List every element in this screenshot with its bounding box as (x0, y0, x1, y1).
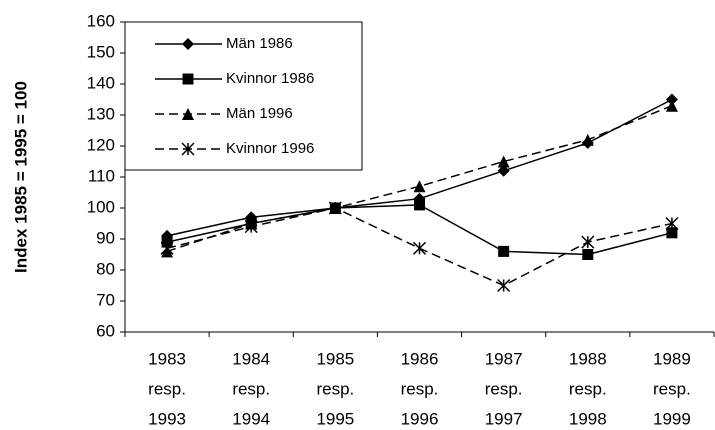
marker (666, 227, 678, 239)
marker (498, 245, 510, 257)
y-axis-label: Index 1985 = 1995 = 100 (11, 81, 30, 273)
marker (161, 236, 173, 248)
marker (665, 99, 678, 112)
x-tick-label: 1997 (485, 409, 523, 428)
y-tick-label: 100 (87, 197, 115, 216)
legend-label: Män 1986 (226, 35, 293, 52)
x-tick-label: 1996 (401, 409, 439, 428)
x-tick-label: resp. (316, 379, 354, 398)
y-tick-label: 120 (87, 135, 115, 154)
marker (497, 164, 510, 177)
x-tick-label: 1993 (148, 409, 186, 428)
legend-box (124, 21, 363, 171)
legend-label: Kvinnor 1986 (226, 70, 314, 87)
x-tick-label: resp. (232, 379, 270, 398)
marker (412, 241, 427, 255)
y-tick-label: 90 (96, 228, 115, 247)
marker (182, 38, 194, 50)
marker (665, 93, 678, 106)
marker (581, 235, 595, 249)
x-tick-label: 1987 (485, 349, 523, 368)
y-tick-label: 70 (96, 290, 115, 309)
marker (244, 220, 258, 234)
marker (665, 216, 679, 231)
x-tick-label: 1984 (232, 349, 270, 368)
marker (182, 73, 194, 85)
marker (497, 155, 510, 168)
marker (497, 278, 511, 293)
x-tick-label: 1989 (653, 349, 691, 368)
x-tick-label: 1986 (401, 349, 439, 368)
y-tick-label: 160 (87, 11, 115, 30)
marker (160, 241, 174, 255)
marker (414, 199, 425, 211)
x-tick-label: 1985 (316, 349, 354, 368)
marker (181, 142, 195, 156)
x-tick-label: resp. (485, 379, 523, 398)
x-tick-label: resp. (148, 379, 186, 398)
y-tick-label: 110 (88, 166, 115, 185)
marker (581, 133, 594, 146)
x-tick-label: 1983 (148, 349, 186, 368)
y-tick-label: 140 (87, 73, 115, 92)
x-tick-label: resp. (569, 379, 607, 398)
marker (582, 249, 594, 260)
legend-label: Män 1996 (226, 105, 293, 122)
x-tick-label: 1994 (232, 409, 270, 428)
marker (182, 108, 194, 120)
y-tick-label: 60 (96, 321, 115, 340)
legend-label: Kvinnor 1996 (226, 140, 314, 157)
x-tick-label: 1995 (316, 409, 354, 428)
x-tick-label: resp. (653, 379, 691, 398)
marker (413, 180, 426, 193)
x-tick-label: 1998 (569, 409, 607, 428)
marker (328, 201, 342, 215)
x-tick-label: resp. (401, 379, 439, 398)
legend: Män 1986 Kvinnor 1986 Män 1996 Kvinnor 1996 (124, 21, 363, 171)
x-tick-label: 1999 (653, 409, 691, 428)
y-tick-label: 130 (87, 104, 115, 123)
x-tick-label: 1988 (569, 349, 607, 368)
y-tick-label: 80 (96, 259, 115, 278)
y-tick-label: 150 (87, 42, 115, 61)
